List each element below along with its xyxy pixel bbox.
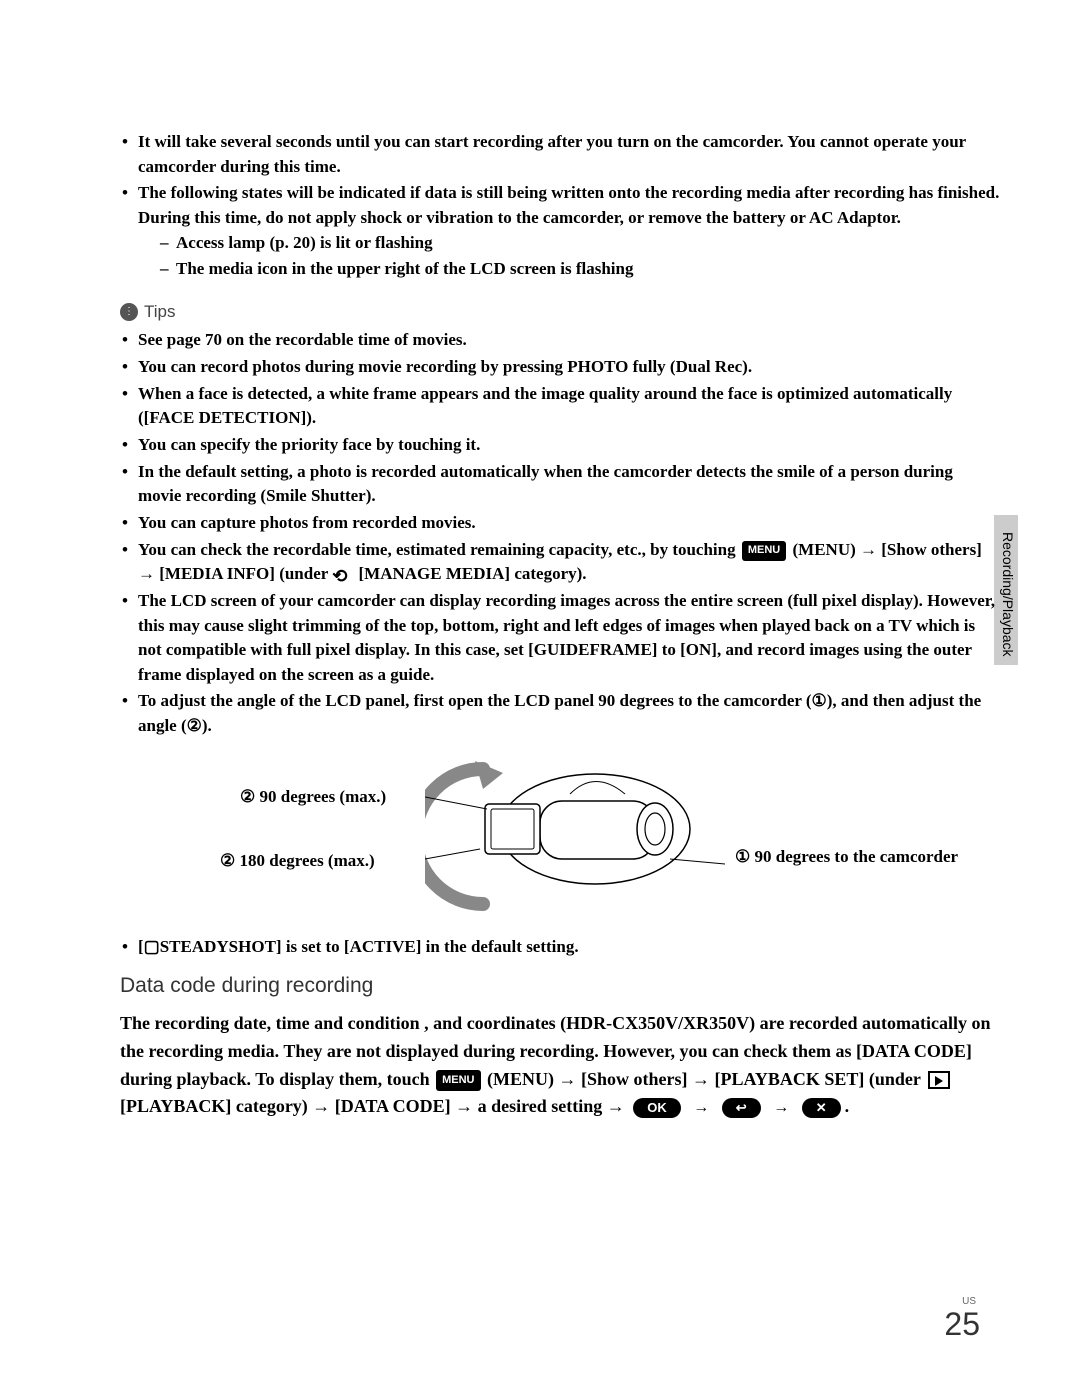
body-text: [PLAYBACK] category) → [DATA CODE] → a d… — [120, 1096, 625, 1116]
tip-text: You can check the recordable time, estim… — [138, 540, 736, 559]
playback-icon — [928, 1071, 950, 1089]
tip-item: To adjust the angle of the LCD panel, fi… — [120, 689, 1000, 738]
ok-button-icon: OK — [633, 1098, 681, 1118]
diagram-label: ② 90 degrees (max.) — [240, 785, 386, 810]
tips-list: See page 70 on the recordable time of mo… — [120, 328, 1000, 738]
tips-list-2: [▢STEADYSHOT] is set to [ACTIVE] in the … — [120, 935, 1000, 960]
body-text: (MENU) → [Show others] → [PLAYBACK SET] … — [487, 1069, 921, 1089]
back-button-icon: ↩ — [722, 1098, 761, 1118]
subnote-item: Access lamp (p. 20) is lit or flashing — [158, 231, 1000, 256]
note-item: It will take several seconds until you c… — [120, 130, 1000, 179]
section-title: Data code during recording — [120, 971, 1000, 1001]
data-code-body: The recording date, time and condition ,… — [120, 1010, 1000, 1122]
tip-item: You can specify the priority face by tou… — [120, 433, 1000, 458]
tip-item: See page 70 on the recordable time of mo… — [120, 328, 1000, 353]
tip-item: You can record photos during movie recor… — [120, 355, 1000, 380]
page-number: 25 — [944, 1301, 980, 1347]
tip-text: [MANAGE MEDIA] category). — [359, 564, 587, 583]
tips-icon: ⋮ — [120, 303, 138, 321]
tips-header: ⋮ Tips — [120, 300, 1000, 325]
tip-item: You can capture photos from recorded mov… — [120, 511, 1000, 536]
tip-item: The LCD screen of your camcorder can dis… — [120, 589, 1000, 688]
notes-list: It will take several seconds until you c… — [120, 130, 1000, 282]
diagram-label: ① 90 degrees to the camcorder — [735, 845, 958, 870]
note-item: The following states will be indicated i… — [120, 181, 1000, 282]
subnotes-list: Access lamp (p. 20) is lit or flashing T… — [138, 231, 1000, 282]
tip-item: In the default setting, a photo is recor… — [120, 460, 1000, 509]
tip-item: When a face is detected, a white frame a… — [120, 382, 1000, 431]
close-button-icon: ✕ — [802, 1098, 841, 1118]
subnote-item: The media icon in the upper right of the… — [158, 257, 1000, 282]
arrow-icon: → — [693, 1099, 709, 1116]
lcd-angle-diagram: ② 90 degrees (max.) ② 180 degrees (max.)… — [120, 749, 1000, 929]
arrow-icon: → — [773, 1099, 789, 1116]
menu-icon: MENU — [436, 1070, 480, 1091]
tip-item: You can check the recordable time, estim… — [120, 538, 1000, 587]
note-text: The following states will be indicated i… — [138, 183, 999, 227]
diagram-label: ② 180 degrees (max.) — [220, 849, 375, 874]
menu-icon: MENU — [742, 541, 786, 561]
manage-media-icon — [332, 567, 352, 583]
tips-label: Tips — [144, 300, 176, 325]
camcorder-illustration — [425, 749, 725, 919]
tip-item: [▢STEADYSHOT] is set to [ACTIVE] in the … — [120, 935, 1000, 960]
